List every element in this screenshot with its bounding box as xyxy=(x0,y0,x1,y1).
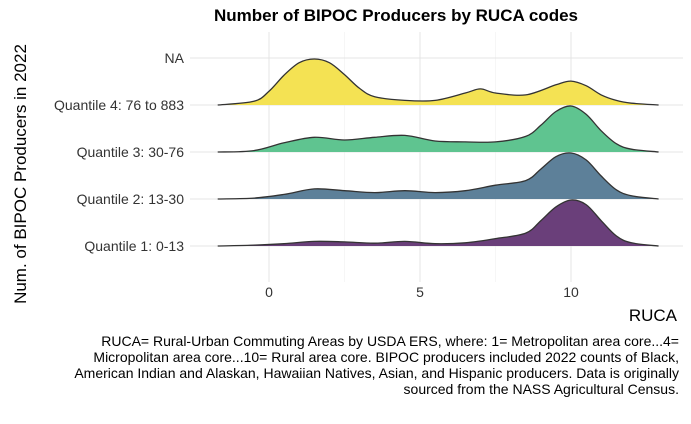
ridge-outline-quantile-1-0-13 xyxy=(217,199,659,247)
chart-caption: RUCA= Rural-Urban Commuting Areas by USD… xyxy=(74,333,679,397)
x-tick-label: 5 xyxy=(416,284,424,300)
y-tick-label: NA xyxy=(165,50,185,66)
y-tick-label: Quantile 3: 30-76 xyxy=(77,144,185,160)
ridge-fill-quantile-3-30-76 xyxy=(217,105,659,152)
x-tick-label: 0 xyxy=(265,284,273,300)
y-tick-labels: Quantile 1: 0-13 Quantile 2: 13-30 Quantil… xyxy=(54,50,185,254)
ridge-fill-quantile-2-13-30 xyxy=(217,152,659,199)
ridge-outline-quantile-2-13-30 xyxy=(217,152,659,200)
x-tick-labels: 0 5 10 xyxy=(265,284,579,300)
x-tick-label: 10 xyxy=(563,284,579,300)
x-axis-label: RUCA xyxy=(629,306,678,325)
ridge-outline-quantile-3-30-76 xyxy=(217,105,659,153)
y-tick-label: Quantile 4: 76 to 883 xyxy=(54,97,184,113)
ridge-fill-quantile-1-0-13 xyxy=(217,199,659,246)
y-axis-label: Num. of BIPOC Producers in 2022 xyxy=(11,44,30,304)
ridges xyxy=(217,58,659,247)
ridge-outline-quantile-4-76-to-883 xyxy=(217,58,659,106)
chart-title: Number of BIPOC Producers by RUCA codes xyxy=(214,6,578,25)
y-tick-label: Quantile 1: 0-13 xyxy=(84,238,184,254)
y-tick-label: Quantile 2: 13-30 xyxy=(77,191,185,207)
ridge-fill-quantile-4-76-to-883 xyxy=(217,59,659,105)
